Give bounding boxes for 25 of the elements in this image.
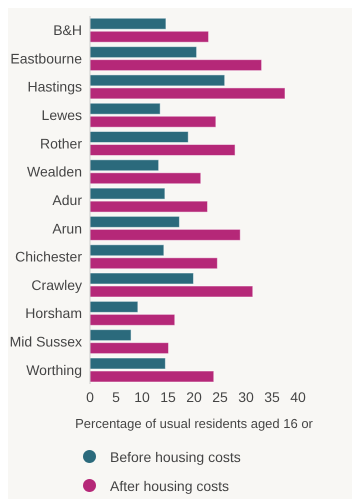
y-tick-label: Horsham [25, 305, 82, 322]
y-tick-label: Hastings [28, 78, 82, 95]
y-tick-label: Adur [52, 192, 82, 208]
y-tick-label: Lewes [42, 107, 82, 124]
x-tick-label: 30 [238, 388, 254, 405]
x-tick-label: 15 [160, 388, 176, 405]
y-tick-label: Rother [40, 135, 82, 152]
y-tick-label: Wealden [26, 164, 82, 180]
x-tick-label: 40 [290, 388, 306, 405]
y-tick-label: Worthing [26, 362, 82, 378]
x-tick-label: 35 [264, 388, 280, 405]
x-tick-label: 25 [212, 388, 228, 405]
x-tick-label: 5 [112, 388, 120, 405]
y-tick-label: Chichester [15, 248, 82, 265]
legend-label: Before housing costs [110, 448, 241, 464]
legend-label: After housing costs [110, 478, 230, 494]
y-tick-label: Mid Sussex [10, 334, 82, 350]
y-tick-label: Crawley [31, 276, 82, 293]
y-tick-label: B&H [53, 22, 82, 38]
x-axis-title: Percentage of usual residents aged 16 or [75, 416, 314, 431]
x-tick-label: 0 [86, 388, 94, 405]
y-tick-label: Arun [52, 220, 82, 236]
x-tick-label: 20 [186, 388, 202, 405]
x-tick-label: 10 [134, 388, 150, 405]
y-tick-label: Eastbourne [10, 50, 82, 66]
